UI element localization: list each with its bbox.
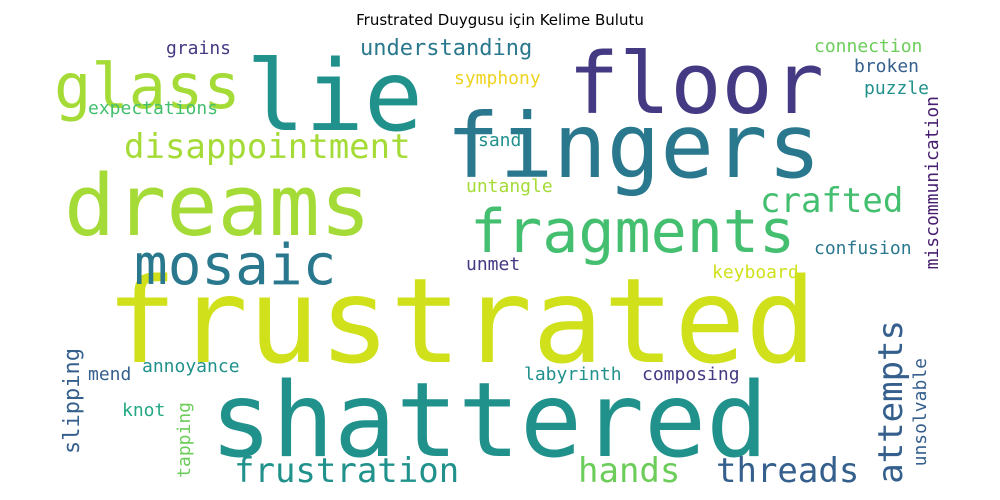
word-hands: hands: [578, 451, 681, 491]
word-labyrinth: labyrinth: [524, 364, 622, 385]
word-threads: threads: [716, 451, 860, 491]
word-annoyance: annoyance: [142, 356, 240, 377]
word-unsolvable: unsolvable: [910, 358, 931, 467]
word-frustrated: frustrated: [106, 252, 817, 390]
word-shattered: shattered: [210, 361, 769, 481]
word-puzzle: puzzle: [864, 78, 930, 99]
word-connection: connection: [814, 36, 923, 57]
word-symphony: symphony: [454, 68, 541, 89]
word-composing: composing: [642, 364, 740, 385]
word-mend: mend: [88, 364, 132, 385]
word-sand: sand: [478, 130, 522, 151]
word-lie: lie: [246, 40, 424, 154]
word-unmet: unmet: [466, 254, 521, 275]
word-cloud: frustrated shattered fingers dreams lie …: [44, 35, 956, 489]
word-mosaic: mosaic: [134, 233, 337, 298]
word-dreams: dreams: [64, 157, 372, 256]
word-crafted: crafted: [760, 181, 904, 221]
word-slipping: slipping: [60, 348, 85, 454]
word-tapping: tapping: [174, 402, 195, 478]
word-miscommunication: miscommunication: [922, 96, 943, 270]
word-knot: knot: [122, 400, 166, 421]
chart-title: Frustrated Duygusu için Kelime Bulutu: [356, 11, 644, 29]
word-attempts: attempts: [871, 320, 911, 484]
word-keyboard: keyboard: [712, 262, 799, 283]
word-grains: grains: [166, 38, 232, 59]
word-fingers: fingers: [446, 94, 822, 198]
word-understanding: understanding: [360, 36, 533, 61]
word-broken: broken: [854, 56, 920, 77]
word-fragments: fragments: [470, 197, 796, 267]
word-expectations: expectations: [88, 98, 219, 119]
word-frustration: frustration: [234, 451, 460, 491]
word-untangle: untangle: [466, 176, 553, 197]
word-confusion: confusion: [814, 238, 912, 259]
word-glass: glass: [54, 50, 241, 123]
word-disappointment: disappointment: [124, 127, 411, 167]
word-floor: floor: [568, 35, 824, 134]
